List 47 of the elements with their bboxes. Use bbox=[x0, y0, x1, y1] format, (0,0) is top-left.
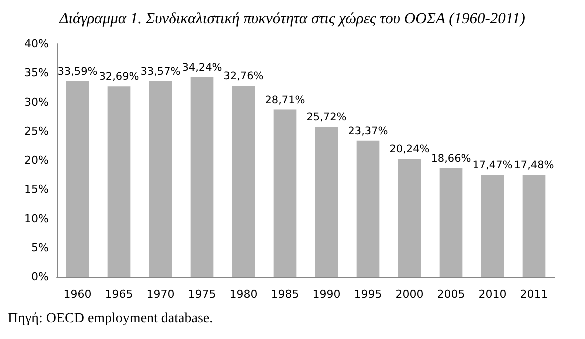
text: Πηγή: OECD employment database. bbox=[8, 312, 214, 326]
y-tick-label: 25% bbox=[24, 124, 49, 138]
y-tick-label: 30% bbox=[24, 96, 49, 109]
x-tick-label: 2005 bbox=[437, 288, 466, 301]
bar bbox=[274, 110, 297, 277]
bar bbox=[190, 78, 214, 277]
data-label: 28,71% bbox=[265, 94, 306, 106]
bar bbox=[440, 168, 463, 277]
y-tick-label: 15% bbox=[24, 183, 49, 196]
bar bbox=[481, 175, 504, 277]
x-tick-label: 1965 bbox=[105, 288, 134, 301]
bar bbox=[108, 86, 131, 277]
data-label: 20,24% bbox=[390, 144, 430, 156]
x-tick-label: 1970 bbox=[146, 288, 175, 301]
bar bbox=[315, 127, 338, 277]
bar bbox=[398, 159, 422, 277]
data-label: 33,59% bbox=[58, 66, 98, 78]
data-label: 34,24% bbox=[182, 62, 222, 74]
data-label: 17,47% bbox=[472, 160, 513, 172]
bar bbox=[522, 175, 546, 277]
y-tick-label: 0% bbox=[32, 270, 49, 284]
data-label: 33,57% bbox=[140, 66, 181, 78]
x-tick-label: 2010 bbox=[478, 288, 507, 301]
data-label: 32,76% bbox=[224, 70, 264, 83]
y-tick-label: 35% bbox=[24, 66, 49, 80]
x-tick-label: 1985 bbox=[271, 288, 300, 301]
y-tick-label: 5% bbox=[32, 241, 49, 254]
x-tick-label: 1980 bbox=[230, 288, 258, 301]
chart-title: Διάγραμμα 1. Συνδικαλιστική πυκνότητα στις χώρες του ΟΟΣΑ (1960-2011) bbox=[58, 10, 526, 28]
x-tick-label: 1990 bbox=[312, 288, 341, 301]
x-tick-label: 1975 bbox=[188, 288, 216, 301]
y-tick-label: 10% bbox=[24, 212, 49, 226]
bar bbox=[149, 81, 172, 277]
data-label: 32,69% bbox=[99, 71, 140, 84]
y-tick-label: 40% bbox=[24, 38, 49, 50]
x-tick-label: 1995 bbox=[354, 288, 382, 301]
data-label: 23,37% bbox=[348, 125, 388, 138]
x-tick-label: 2011 bbox=[520, 288, 548, 301]
x-tick-label: 1960 bbox=[64, 288, 92, 301]
data-label: 17,48% bbox=[514, 160, 554, 172]
data-label: 25,72% bbox=[306, 112, 347, 124]
bar bbox=[232, 86, 256, 277]
data-label: 18,66% bbox=[431, 152, 472, 165]
bar bbox=[356, 140, 380, 277]
bar bbox=[66, 81, 90, 277]
x-tick-label: 2000 bbox=[396, 288, 424, 301]
y-tick-label: 20% bbox=[24, 154, 49, 167]
